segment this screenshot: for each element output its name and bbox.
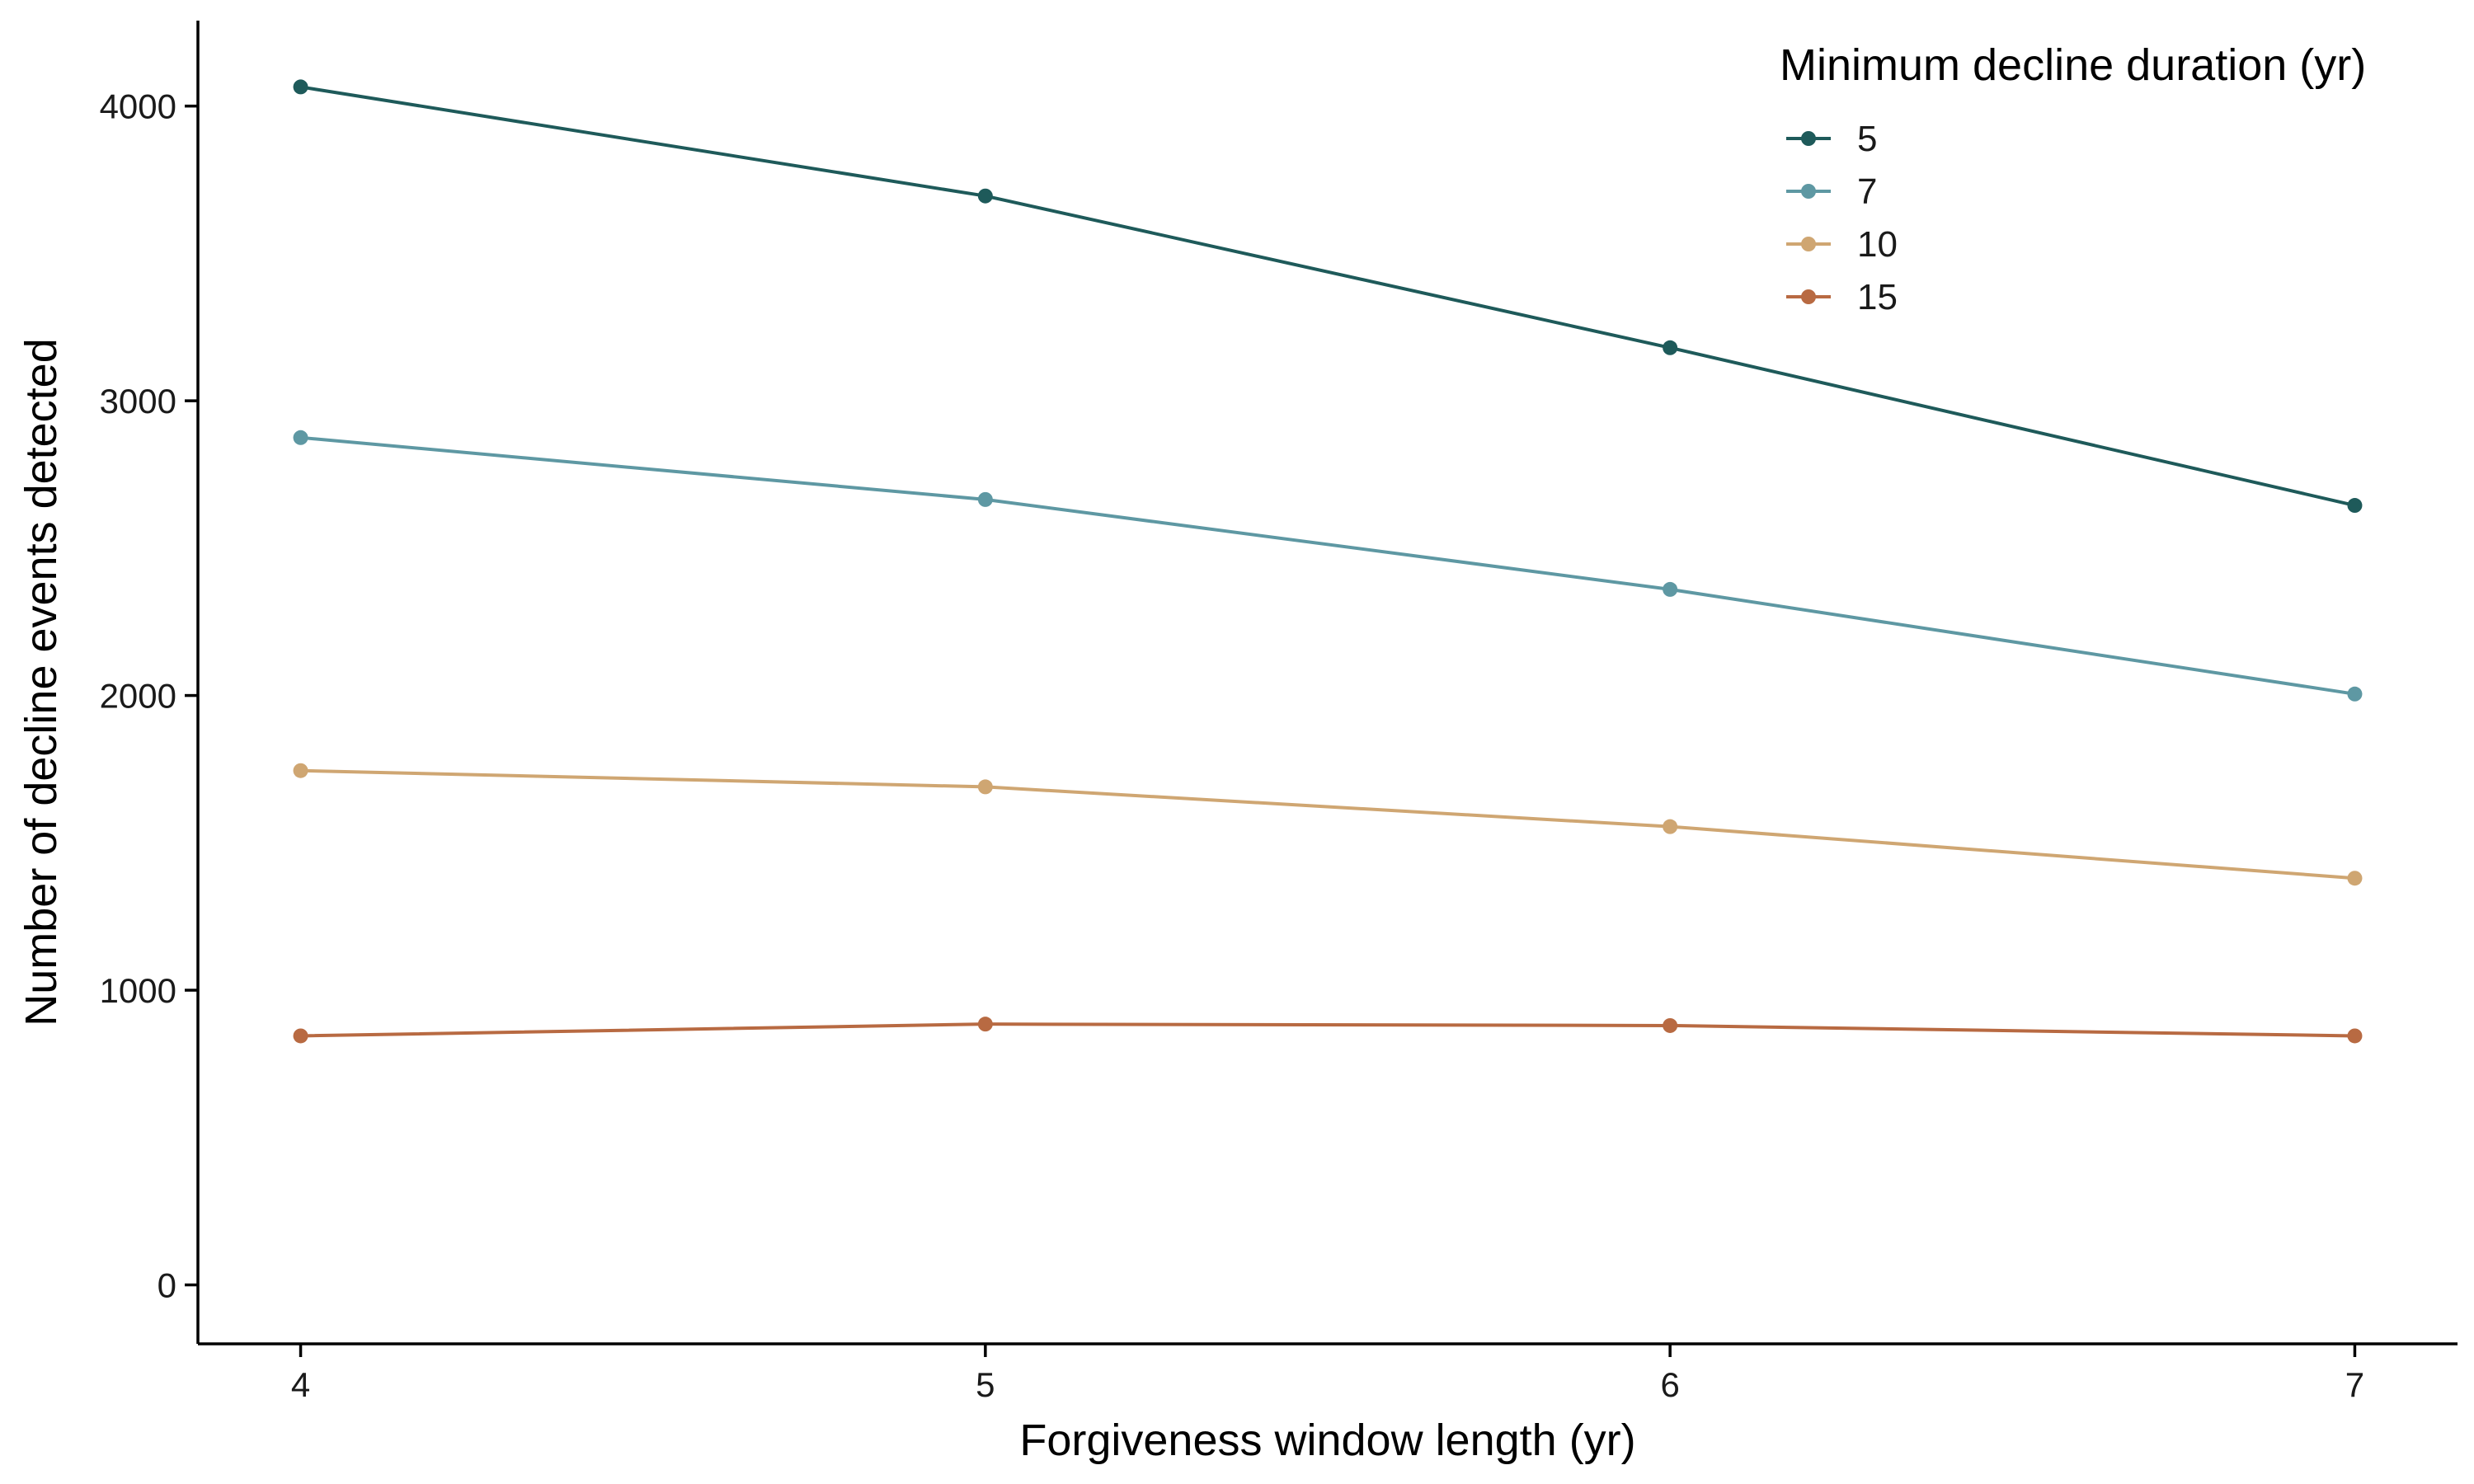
legend-label: 7 (1857, 171, 1877, 212)
data-point (293, 1028, 308, 1044)
data-point (293, 430, 308, 445)
data-point (977, 491, 993, 507)
plot-area (293, 79, 2363, 1044)
y-tick-label: 1000 (100, 971, 176, 1010)
y-axis-title: Number of decline events detected (16, 338, 66, 1026)
legend-item-7: 7 (1786, 171, 1877, 212)
y-tick-label: 0 (158, 1266, 176, 1305)
legend-item-15: 15 (1786, 277, 1898, 317)
legend-label: 5 (1857, 119, 1877, 159)
legend: Minimum decline duration (yr) 5 7 10 15 (1780, 40, 2366, 317)
data-point (2347, 686, 2363, 702)
legend-key-point (1801, 184, 1816, 199)
y-axis-ticks: 0 1000 2000 3000 4000 (100, 87, 198, 1305)
x-tick-label: 5 (976, 1365, 995, 1404)
data-point (2347, 871, 2363, 886)
legend-key-point (1801, 131, 1816, 146)
data-point (1663, 1017, 1678, 1033)
data-point (1663, 819, 1678, 834)
y-tick-label: 2000 (100, 677, 176, 716)
series-line-7 (300, 435, 2355, 696)
data-point (977, 1017, 993, 1032)
legend-title: Minimum decline duration (yr) (1780, 40, 2366, 90)
series-7 (293, 430, 2363, 702)
data-point (2347, 498, 2363, 514)
legend-label: 10 (1857, 224, 1898, 265)
y-tick-label: 3000 (100, 382, 176, 420)
legend-item-10: 10 (1786, 224, 1898, 265)
data-point (2347, 1028, 2363, 1044)
x-tick-label: 6 (1660, 1365, 1679, 1404)
x-tick-label: 4 (291, 1365, 310, 1404)
legend-key-point (1801, 289, 1816, 304)
series-line-10 (300, 768, 2355, 881)
legend-item-5: 5 (1786, 119, 1877, 159)
series-5 (293, 79, 2363, 514)
data-point (293, 79, 308, 95)
legend-key-point (1801, 237, 1816, 251)
series-15 (293, 1017, 2363, 1044)
data-point (977, 779, 993, 795)
series-10 (293, 763, 2363, 886)
data-point (293, 763, 308, 778)
data-point (1663, 340, 1678, 355)
series-line-15 (300, 1022, 2355, 1038)
y-tick-label: 4000 (100, 87, 176, 126)
x-axis-ticks: 4 5 6 7 (291, 1344, 2364, 1404)
x-tick-label: 7 (2345, 1365, 2364, 1404)
x-axis-title: Forgiveness window length (yr) (1019, 1416, 1635, 1465)
data-point (977, 188, 993, 204)
legend-label: 15 (1857, 277, 1898, 317)
data-point (1663, 581, 1678, 597)
series-line-5 (300, 85, 2355, 507)
